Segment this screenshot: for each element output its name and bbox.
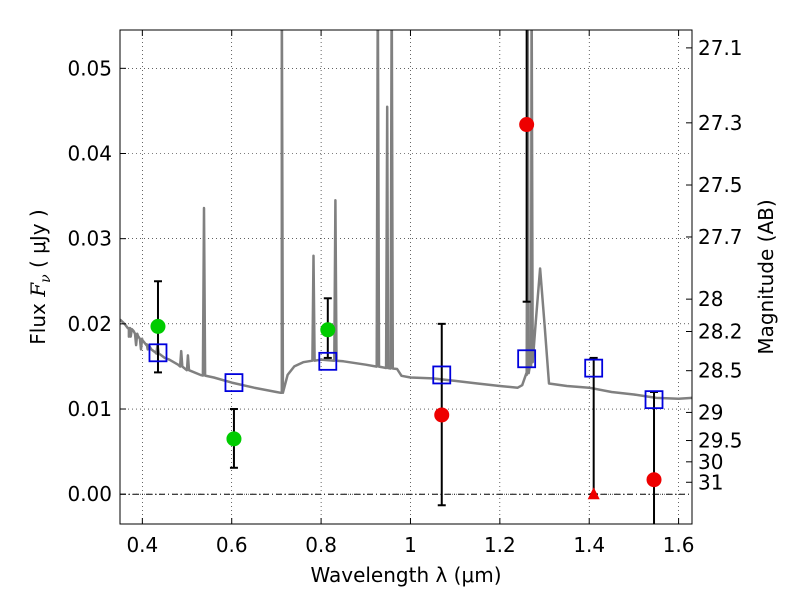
right-tick-label: 28: [698, 287, 723, 311]
model-spectrum: [120, 30, 692, 401]
y-tick-label: 0.00: [67, 482, 112, 506]
observed-point: [226, 431, 242, 447]
x-tick-label: 1.4: [573, 533, 605, 557]
observed-point: [150, 318, 166, 334]
model-photometry-square: [584, 358, 604, 378]
y-axis-label-right: Magnitude (AB): [754, 199, 778, 354]
y-axis-label-unit: ( μJy ): [26, 209, 50, 274]
observed-photometry: [150, 117, 662, 500]
model-photometry-square: [517, 349, 537, 369]
plot-frame: [119, 29, 693, 525]
right-tick-label: 30: [698, 450, 723, 474]
y-tick-label: 0.01: [67, 397, 112, 421]
spectrum-line: [120, 30, 692, 401]
right-tick-label: 27.5: [698, 173, 743, 197]
error-bars: [153, 30, 659, 524]
y-axis-label-left: Flux Fν ( μJy ): [26, 209, 54, 344]
right-tick-label: 27.7: [698, 225, 743, 249]
x-tick-label: 0.6: [216, 533, 248, 557]
model-photometry-square: [148, 343, 168, 363]
y-tick-label: 0.04: [67, 142, 112, 166]
x-tick-label: 0.8: [305, 533, 337, 557]
observed-point: [434, 407, 450, 423]
y-axis-label-symbol: F: [26, 282, 50, 298]
right-tick-label: 28.5: [698, 359, 743, 383]
x-axis-label: Wavelength λ (μm): [310, 563, 501, 587]
x-tick-label: 1.6: [663, 533, 695, 557]
model-photometry-square: [224, 373, 244, 393]
right-tick-label: 31: [698, 470, 723, 494]
right-tick-label: 28.2: [698, 320, 743, 344]
model-photometry-square: [318, 351, 338, 371]
observed-point: [646, 472, 662, 488]
right-tick-label: 29.5: [698, 429, 743, 453]
observed-point: [519, 117, 535, 133]
y-tick-label: 0.02: [67, 312, 112, 336]
x-tick-label: 1.2: [484, 533, 516, 557]
x-axis: 0.4 0.6 0.8 1 1.2 1.4 1.6: [126, 30, 695, 557]
x-tick-label: 0.4: [126, 533, 158, 557]
model-photometry: [148, 343, 664, 410]
x-tick-label: 1: [404, 533, 417, 557]
right-tick-label: 29: [698, 400, 723, 424]
y-axis-label-text: Flux: [26, 297, 50, 345]
y-tick-label: 0.05: [67, 56, 112, 80]
model-photometry-square: [644, 390, 664, 410]
y-tick-label: 0.03: [67, 227, 112, 251]
model-photometry-square: [432, 365, 452, 385]
upper-limit-marker: [587, 487, 600, 500]
grid: [120, 30, 692, 524]
y-axis-left: 0.00 0.01 0.02 0.03 0.04 0.05: [67, 56, 126, 506]
observed-point: [320, 322, 336, 338]
right-tick-label: 27.1: [698, 36, 743, 60]
y-axis-label-subscript: ν: [38, 274, 54, 283]
right-tick-label: 27.3: [698, 111, 743, 135]
